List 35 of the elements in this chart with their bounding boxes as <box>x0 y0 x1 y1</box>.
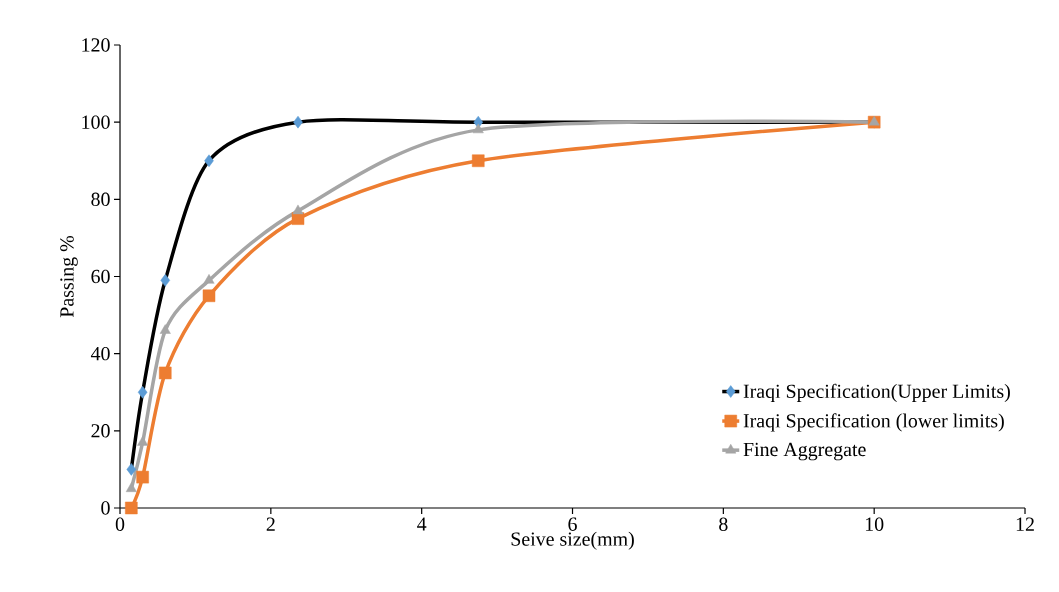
x-tick-label: 10 <box>865 517 884 531</box>
x-tick-label: 12 <box>1016 517 1034 531</box>
x-tick-label: 4 <box>417 517 427 531</box>
point <box>203 274 215 284</box>
point <box>126 463 137 476</box>
point <box>125 501 138 515</box>
y-tick-label: 100 <box>82 115 110 129</box>
point <box>204 154 214 167</box>
y-tick-label: 0 <box>101 501 110 515</box>
y-tick-label: 80 <box>91 192 110 207</box>
x-tick-label: 6 <box>568 517 577 531</box>
point <box>292 204 304 215</box>
point <box>136 470 149 484</box>
y-tick-label: 60 <box>91 269 110 284</box>
point <box>125 482 137 492</box>
point <box>137 436 149 446</box>
point <box>160 274 171 287</box>
y-tick-label: 20 <box>91 424 110 438</box>
y-tick-label: 120 <box>82 38 110 52</box>
legend-label: Iraqi Specification (lower limits) <box>743 413 1004 432</box>
y-tick-label: 40 <box>90 346 110 361</box>
legend-label: Fine Aggregate <box>743 442 866 461</box>
x-tick-label: 0 <box>115 517 125 531</box>
x-tick-label: 8 <box>719 517 728 531</box>
y-axis-title: Passing % <box>60 235 78 318</box>
point <box>472 123 484 134</box>
point <box>159 324 171 334</box>
x-tick-label: 2 <box>266 517 275 531</box>
point <box>159 366 172 380</box>
point <box>293 115 303 129</box>
point <box>202 289 216 303</box>
point <box>137 385 148 399</box>
legend-label: Iraqi Specification(Upper Limits) <box>743 383 1010 403</box>
x-axis-title: Seive size(mm) <box>511 531 634 550</box>
point <box>471 154 485 167</box>
